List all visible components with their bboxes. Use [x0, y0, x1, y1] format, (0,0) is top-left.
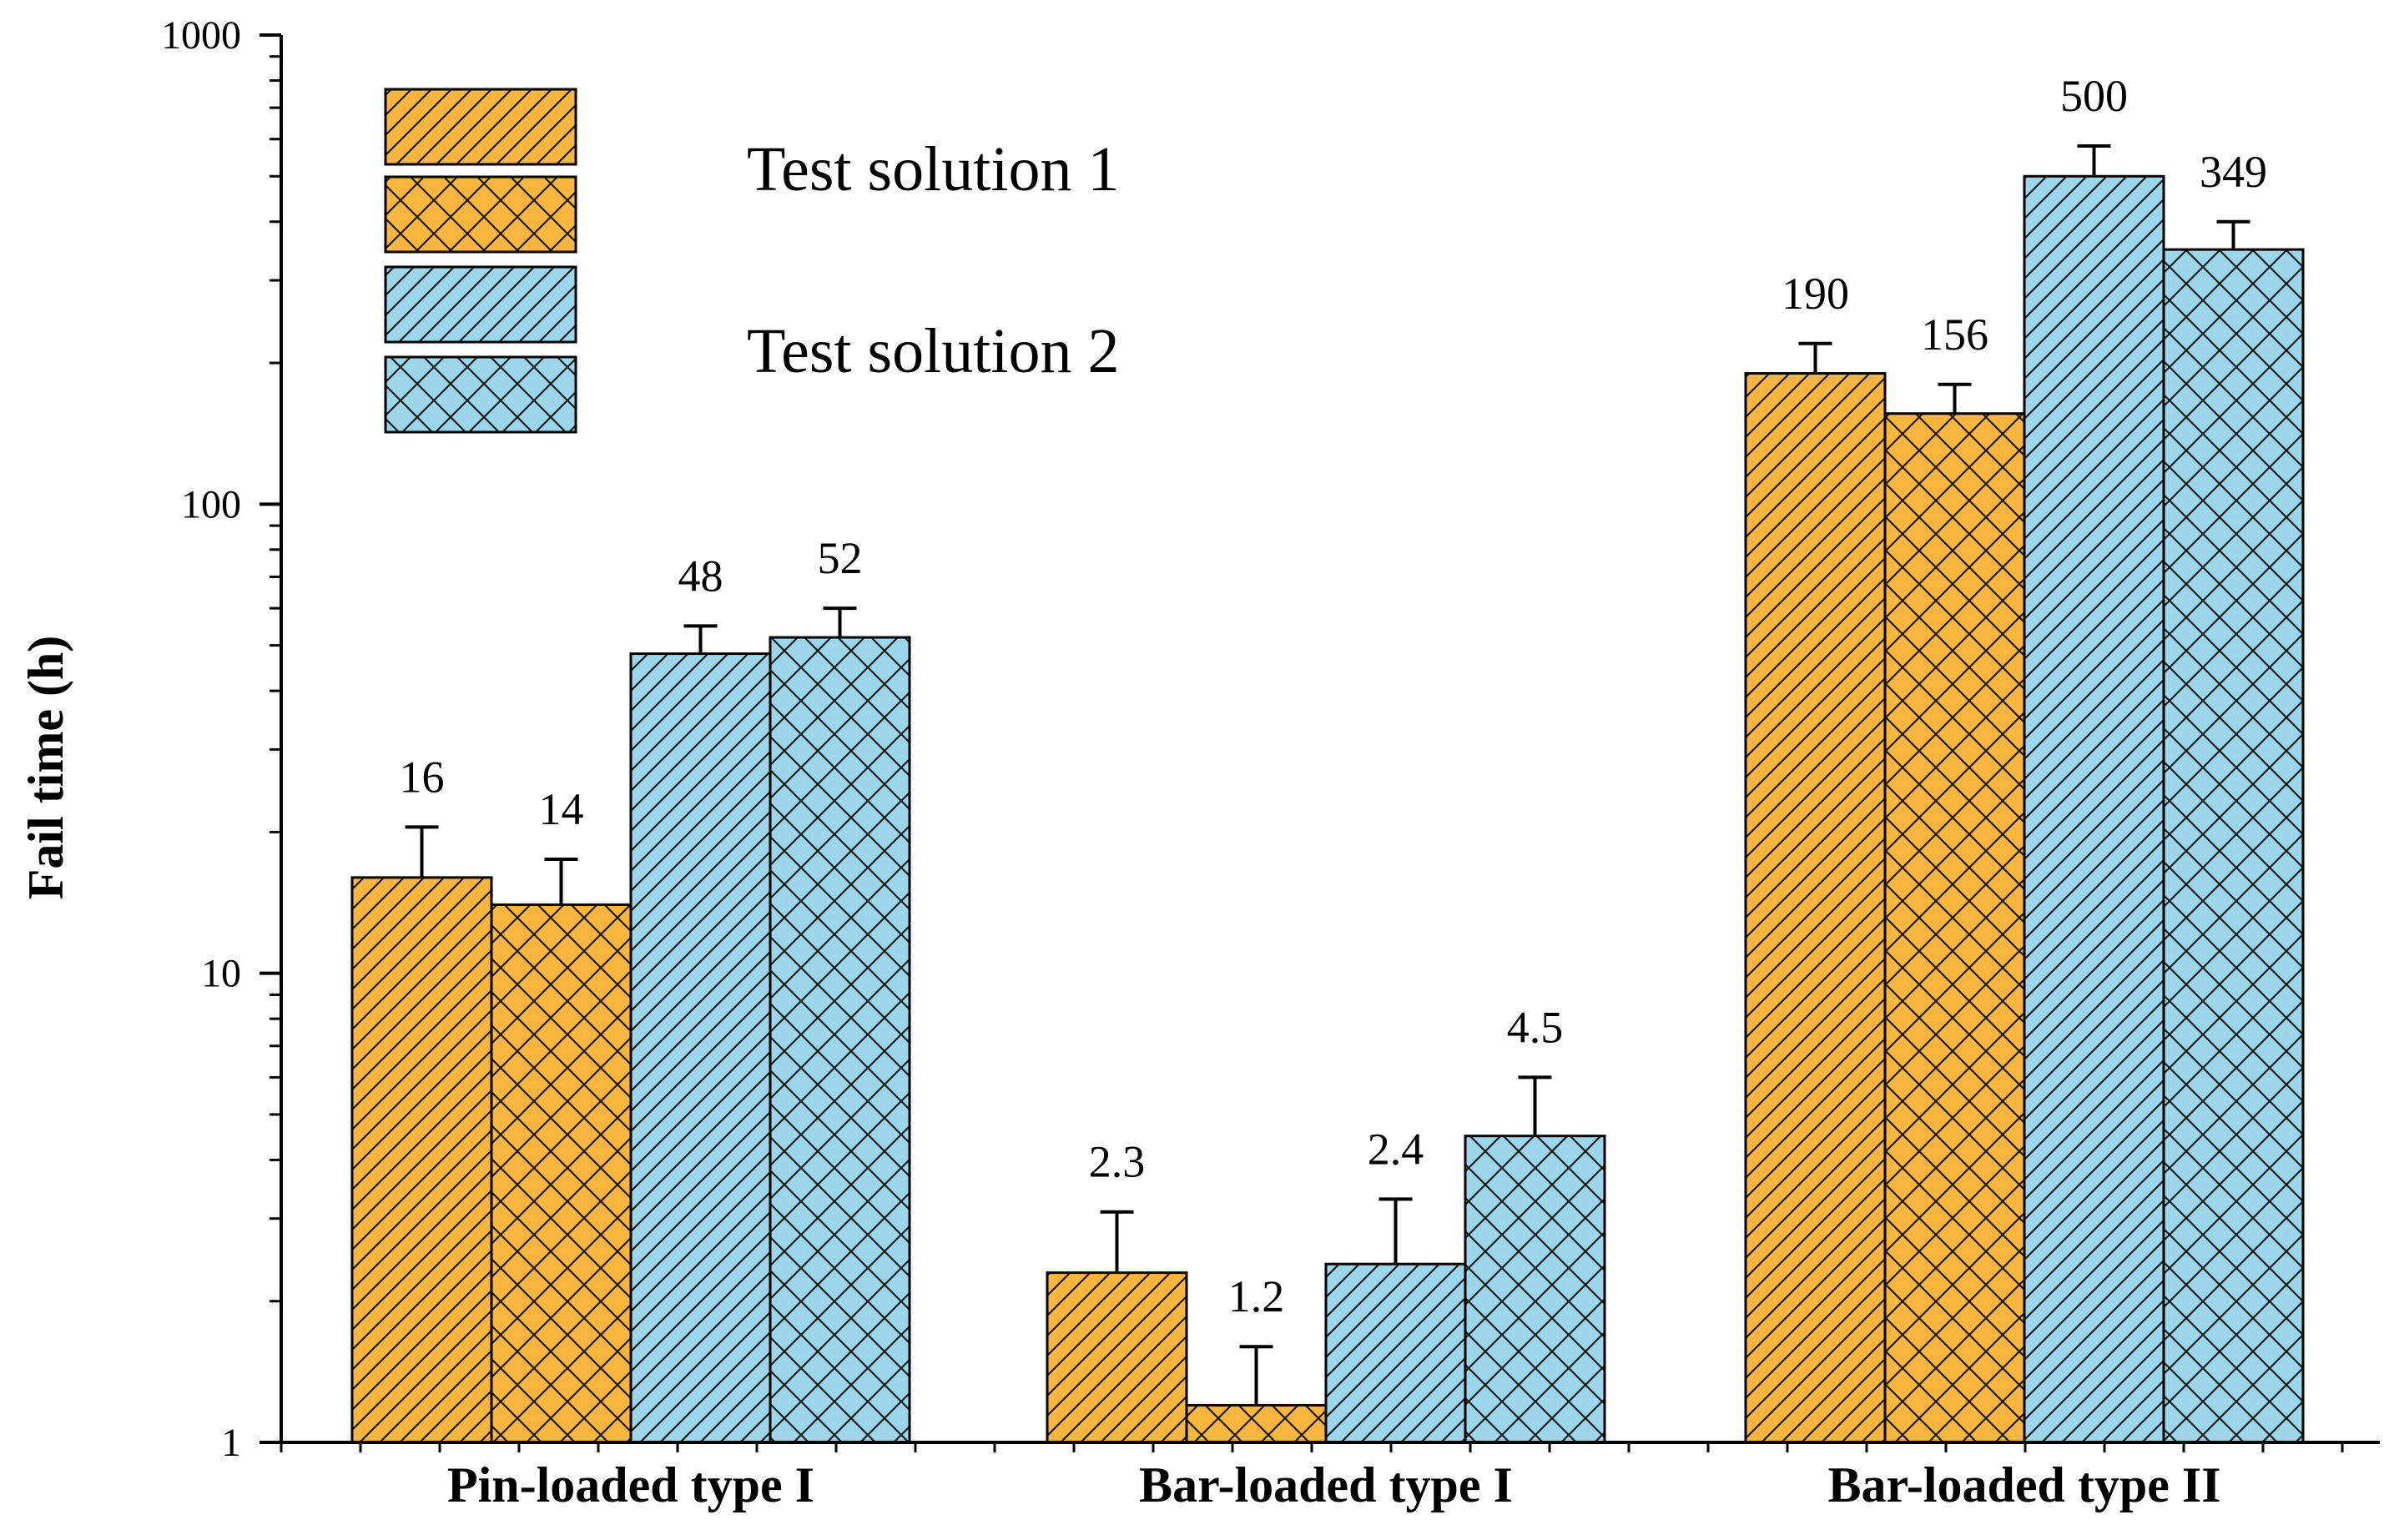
category-label: Pin-loaded type I [447, 1457, 814, 1512]
bar-hatch [1744, 372, 1887, 1444]
data-label: 500 [2060, 71, 2128, 121]
bar-hatch [1046, 1271, 1188, 1444]
bar-hatch [1324, 1262, 1467, 1444]
bar-group: 1.2 [1185, 1271, 1328, 1444]
data-label: 14 [539, 784, 584, 834]
bar-hatch [490, 903, 633, 1444]
y-axis-label: Fail time (h) [18, 636, 73, 900]
bar-hatch [2162, 248, 2305, 1444]
y-tick-label: 10 [201, 952, 241, 996]
bar-group: 4.5 [1464, 1002, 1606, 1444]
legend-swatch-hatch [384, 265, 577, 344]
plot-area: 16 14 48 52 2.3 1.2 2.4 4.5 190 156 500 349 [350, 71, 2305, 1444]
bar-group: 14 [490, 784, 633, 1444]
legend-swatch-hatch [384, 175, 577, 254]
data-label: 349 [2200, 147, 2267, 197]
data-label: 16 [400, 752, 445, 802]
category-label: Bar-loaded type I [1139, 1457, 1513, 1512]
bar-group: 48 [629, 551, 772, 1444]
bar-hatch [1464, 1135, 1606, 1444]
bar-group: 52 [769, 533, 911, 1444]
y-axis: 1 10 100 1000 [161, 13, 283, 1465]
legend-swatch-hatch [384, 355, 577, 434]
legend-entry: Test solution 1 [747, 134, 1119, 204]
bar-group: 2.3 [1046, 1137, 1188, 1444]
bar-group: 500 [2023, 71, 2165, 1444]
data-label: 48 [678, 551, 723, 601]
category-label: Bar-loaded type II [1827, 1457, 2220, 1512]
bar-group: 349 [2162, 147, 2305, 1444]
data-label: 52 [818, 533, 863, 583]
data-label: 190 [1782, 269, 1849, 319]
x-axis: Pin-loaded type I Bar-loaded type I Bar-lo… [280, 1441, 2380, 1512]
y-tick-label: 100 [181, 482, 241, 526]
data-label: 1.2 [1228, 1271, 1285, 1321]
bar-group: 2.4 [1324, 1124, 1467, 1444]
bar-group: 156 [1883, 310, 2026, 1444]
bar-group: 16 [350, 752, 493, 1444]
bar-hatch [629, 652, 772, 1444]
legend: Test solution 1 Test solution 2 [384, 88, 1119, 434]
data-label: 4.5 [1507, 1002, 1564, 1052]
bar-hatch [2023, 174, 2165, 1444]
bar-hatch [1185, 1403, 1328, 1444]
legend-swatch-hatch [384, 88, 577, 166]
y-tick-label: 1 [221, 1421, 241, 1465]
data-label: 156 [1921, 310, 1988, 360]
legend-entry: Test solution 2 [747, 316, 1119, 386]
data-label: 2.4 [1368, 1124, 1424, 1174]
bar-hatch [350, 876, 493, 1444]
bar-hatch [1883, 412, 2026, 1444]
y-tick-label: 1000 [161, 13, 241, 58]
bar-hatch [769, 636, 911, 1444]
data-label: 2.3 [1089, 1137, 1146, 1187]
bar-group: 190 [1744, 269, 1887, 1444]
